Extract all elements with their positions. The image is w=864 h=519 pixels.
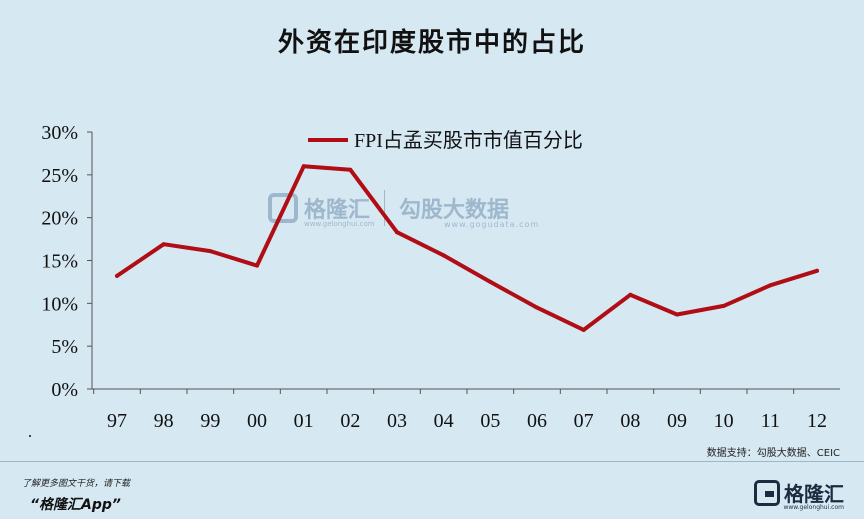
x-tick-label: 03 xyxy=(387,410,407,432)
data-point xyxy=(115,273,119,278)
data-point xyxy=(535,305,539,310)
watermark-partner: 勾股大数据 xyxy=(399,198,510,223)
x-tick-label: 11 xyxy=(761,410,780,432)
footer-logo[interactable]: 格隆汇 www.gelonghui.com xyxy=(754,478,844,511)
footer-prompt: 了解更多图文干货，请下载 xyxy=(22,479,131,489)
x-tick-label: 06 xyxy=(527,410,547,432)
x-tick-label: 97 xyxy=(107,410,127,432)
y-tick-label: 10% xyxy=(41,293,78,315)
y-tick-label: 20% xyxy=(41,208,78,230)
data-point xyxy=(255,263,259,268)
data-point xyxy=(815,268,819,273)
footer-logo-text: 格隆汇 xyxy=(784,482,844,506)
chart-legend: FPI占孟买股市市值百分比 xyxy=(308,129,583,152)
x-tick-label: 10 xyxy=(714,410,734,432)
x-tick-label: 12 xyxy=(807,410,827,432)
footer-logo-url: www.gelonghui.com xyxy=(783,504,844,511)
x-tick-label: 99 xyxy=(200,410,220,432)
watermark: 格隆汇 www.gelonghui.com 勾股大数据 www.gogudata… xyxy=(268,190,538,229)
data-source: 数据支持：勾股大数据、CEIC xyxy=(706,448,840,459)
x-tick-label: 07 xyxy=(574,410,594,432)
data-point xyxy=(348,167,353,172)
y-tick-label: 25% xyxy=(41,165,78,187)
legend-label: FPI占孟买股市市值百分比 xyxy=(354,129,583,152)
data-point xyxy=(161,242,166,247)
y-tick-label: 30% xyxy=(41,122,78,144)
chart-series xyxy=(115,164,819,332)
gelonghui-logo-icon xyxy=(754,479,780,506)
gelonghui-logo-icon xyxy=(268,193,298,223)
x-tick-label: 98 xyxy=(154,410,174,432)
y-tick-label: 15% xyxy=(41,251,78,273)
x-tick-label: 02 xyxy=(340,410,360,432)
x-tick-label: 00 xyxy=(247,410,267,432)
y-tick-label: 5% xyxy=(51,336,78,358)
line-chart: 0% 5% 10% 15% 20% 25% 30% 97 98 99 00 01 02 03 04 05 06… xyxy=(41,122,840,432)
chart-title: 外资在印度股市中的占比 xyxy=(277,28,586,58)
chart-axes xyxy=(87,131,840,394)
footer-divider xyxy=(0,461,864,462)
watermark-divider xyxy=(384,190,386,226)
data-point xyxy=(488,279,493,284)
data-point xyxy=(628,292,633,297)
watermark-partner-url: www.gogudata.com xyxy=(444,220,540,229)
data-point xyxy=(581,327,586,332)
series-line xyxy=(115,164,819,332)
x-tick-label: 05 xyxy=(480,410,500,432)
data-point xyxy=(301,164,306,169)
y-tick-label: 0% xyxy=(51,379,78,401)
stray-mark xyxy=(29,435,31,437)
x-tick-labels: 97 98 99 00 01 02 03 04 05 06 07 08 09 10 11 12 xyxy=(107,410,827,432)
data-point xyxy=(441,253,446,258)
data-point xyxy=(768,283,773,288)
watermark-brand-url: www.gelonghui.com xyxy=(304,220,375,228)
x-tick-label: 04 xyxy=(434,410,454,432)
x-tick-label: 08 xyxy=(620,410,640,432)
data-point xyxy=(721,303,726,308)
footer-app-name[interactable]: “格隆汇App” xyxy=(30,497,121,513)
data-point xyxy=(675,312,679,317)
x-tick-label: 09 xyxy=(667,410,687,432)
data-point xyxy=(395,230,399,235)
watermark-brand: 格隆汇 xyxy=(304,198,371,223)
x-tick-label: 01 xyxy=(294,410,314,432)
data-point xyxy=(208,249,213,254)
y-tick-labels: 0% 5% 10% 15% 20% 25% 30% xyxy=(41,122,78,401)
